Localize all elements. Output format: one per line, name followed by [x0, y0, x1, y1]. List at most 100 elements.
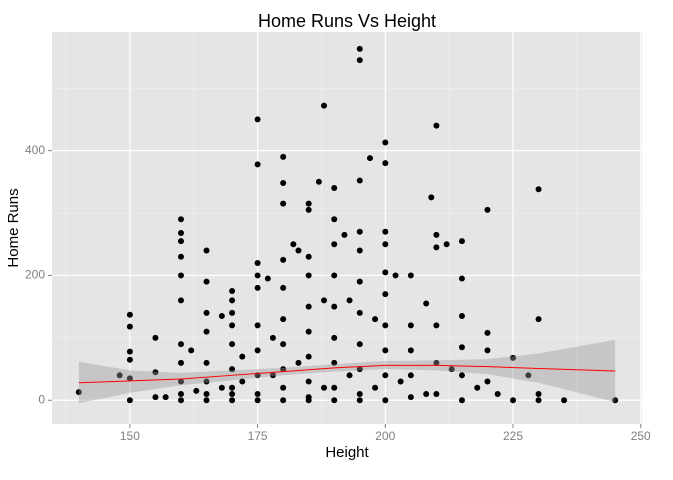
point — [356, 366, 363, 373]
point — [203, 378, 210, 385]
point — [535, 316, 542, 323]
point — [126, 311, 133, 318]
point — [428, 194, 435, 201]
point — [372, 316, 379, 323]
point — [126, 348, 133, 355]
point — [356, 391, 363, 398]
point — [280, 316, 287, 323]
point — [126, 356, 133, 363]
y-tick-label: 200 — [25, 268, 45, 282]
point — [305, 397, 312, 404]
point — [382, 322, 389, 329]
point — [254, 116, 261, 123]
point — [372, 384, 379, 391]
point — [254, 397, 261, 404]
point — [356, 278, 363, 285]
point — [561, 397, 568, 404]
point — [290, 241, 297, 248]
point — [356, 247, 363, 254]
x-axis-label: Height — [325, 444, 369, 461]
point — [346, 297, 353, 304]
point — [280, 200, 287, 207]
point — [423, 300, 430, 307]
point — [535, 186, 542, 193]
point — [443, 241, 450, 248]
point — [433, 231, 440, 238]
point — [177, 341, 184, 348]
point — [177, 229, 184, 236]
point — [356, 177, 363, 184]
point — [152, 369, 159, 376]
point — [321, 297, 328, 304]
point — [423, 391, 430, 398]
point — [280, 397, 287, 404]
point — [382, 347, 389, 354]
point — [612, 397, 619, 404]
point — [484, 347, 491, 354]
point — [126, 397, 133, 404]
point — [305, 272, 312, 279]
point — [356, 397, 363, 404]
point — [331, 216, 338, 223]
point — [321, 384, 328, 391]
point — [382, 241, 389, 248]
y-tick-label: 400 — [25, 143, 45, 157]
point — [331, 185, 338, 192]
point — [484, 378, 491, 385]
point — [305, 200, 312, 207]
point — [382, 291, 389, 298]
point — [535, 397, 542, 404]
point — [341, 231, 348, 238]
point — [239, 378, 246, 385]
point — [203, 397, 210, 404]
point — [474, 384, 481, 391]
point — [126, 375, 133, 382]
point — [264, 275, 271, 282]
point — [433, 322, 440, 329]
point — [218, 313, 225, 320]
point — [407, 322, 414, 329]
point — [331, 397, 338, 404]
point — [315, 178, 322, 185]
point — [280, 180, 287, 187]
point — [254, 347, 261, 354]
point — [254, 161, 261, 168]
point — [433, 359, 440, 366]
point — [116, 372, 123, 379]
point — [433, 244, 440, 251]
point — [356, 341, 363, 348]
point — [126, 323, 133, 330]
point — [229, 341, 236, 348]
point — [510, 397, 517, 404]
point — [331, 384, 338, 391]
point — [177, 359, 184, 366]
point — [433, 122, 440, 129]
point — [75, 389, 82, 396]
x-tick-label: 150 — [120, 429, 140, 443]
point — [407, 347, 414, 354]
point — [254, 259, 261, 266]
point — [193, 387, 200, 394]
point — [229, 384, 236, 391]
point — [280, 256, 287, 263]
point — [203, 247, 210, 254]
point — [280, 284, 287, 291]
point — [152, 394, 159, 401]
point — [239, 353, 246, 360]
point — [525, 372, 532, 379]
point — [254, 284, 261, 291]
point — [366, 155, 373, 162]
point — [177, 216, 184, 223]
point — [203, 359, 210, 366]
point — [331, 241, 338, 248]
point — [397, 378, 404, 385]
point — [269, 372, 276, 379]
point — [229, 322, 236, 329]
point — [392, 272, 399, 279]
point — [382, 397, 389, 404]
point — [280, 341, 287, 348]
y-axis-label: Home Runs — [5, 188, 22, 267]
point — [305, 206, 312, 213]
point — [356, 309, 363, 316]
point — [254, 322, 261, 329]
